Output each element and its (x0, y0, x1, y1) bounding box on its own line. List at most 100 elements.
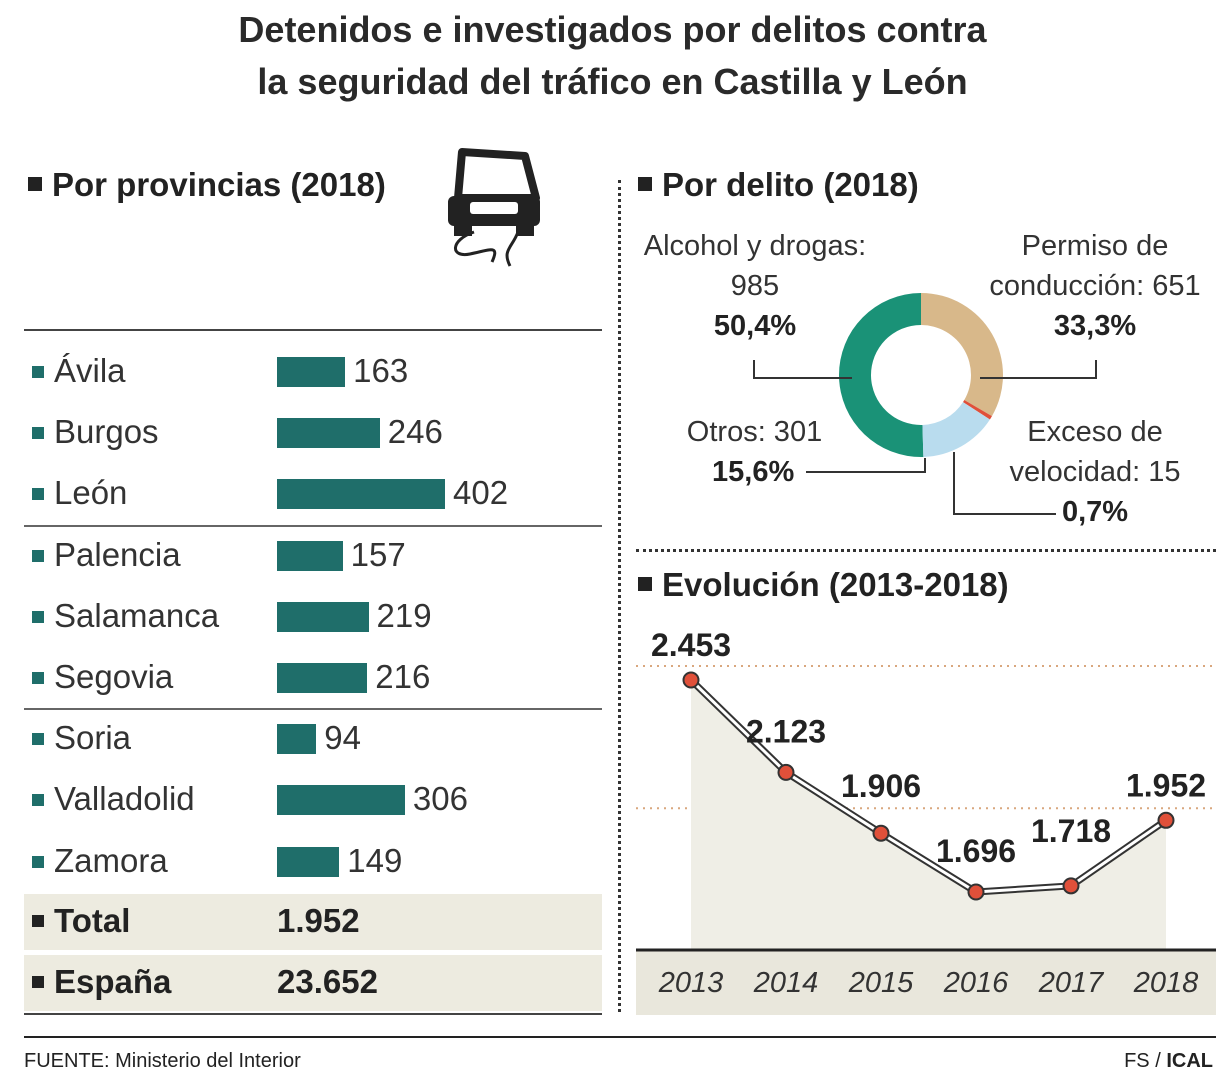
evolucion-line-chart: 2.453 2013 2.123 2014 1.906 2015 1.696 2016 1.71… (636, 627, 1216, 1015)
provincias-group-rule-2 (24, 708, 602, 710)
otros-label-pct: 15,6% (712, 456, 795, 488)
prov-row-8: Zamora 149 (24, 830, 602, 891)
prov-bar (277, 418, 380, 449)
alcohol-label-value: 985 (730, 270, 780, 302)
data-point-2016 (967, 883, 985, 901)
prov-value: 306 (412, 780, 468, 818)
prov-bar (277, 540, 343, 571)
credit-sep: / (1155, 1050, 1161, 1072)
prov-value: 219 (376, 596, 432, 634)
prov-bar (277, 663, 368, 693)
data-label-2018: 1.952 (1126, 767, 1206, 803)
prov-value: 94 (324, 719, 361, 757)
source-text: Ministerio del Interior (115, 1050, 301, 1072)
x-tick-2013: 2013 (658, 967, 724, 999)
chart-title-line-2: la seguridad del tráfico en Castilla y L… (257, 61, 968, 102)
data-point-2013 (682, 671, 700, 689)
car-skid-icon (448, 148, 540, 267)
x-tick-2016: 2016 (943, 967, 1009, 999)
prov-row-5: Segovia 216 (24, 646, 602, 707)
prov-bar (277, 357, 346, 387)
data-label-2014: 2.123 (746, 713, 826, 749)
data-point-2015 (872, 824, 890, 842)
prov-row-3: Palencia 157 (24, 524, 602, 585)
evolucion-heading: Evolución (2013-2018) (638, 566, 1009, 604)
prov-bar (277, 601, 369, 632)
footer-credit: FS / ICAL (1124, 1050, 1213, 1073)
prov-row-7: Valladolid 306 (24, 768, 602, 829)
evolucion-heading-text: Evolución (2013-2018) (662, 566, 1009, 603)
prov-name: Zamora (54, 841, 168, 879)
data-label-2016: 1.696 (936, 833, 1016, 869)
x-tick-2017: 2017 (1038, 967, 1105, 999)
prov-square-icon (32, 672, 44, 684)
data-point-2018 (1157, 811, 1175, 829)
alcohol-label-pct: 50,4% (713, 310, 797, 342)
prov-square-icon (32, 549, 44, 562)
total-square-icon (32, 915, 44, 927)
espana-row: España 23.652 (24, 955, 602, 1011)
donut-slice-permiso (921, 293, 1003, 417)
delito-donut-chart (753, 293, 1097, 515)
prov-value: 216 (375, 658, 431, 695)
data-label-2013: 2.453 (651, 627, 731, 663)
chart-title-line-1: Detenidos e investigados por delitos con… (238, 9, 987, 50)
prov-name: Salamanca (54, 596, 220, 634)
prov-name: León (54, 474, 128, 512)
prov-row-0: Ávila 163 (24, 340, 602, 401)
velocidad-label-line2: velocidad: 15 (1009, 456, 1181, 488)
right-divider (636, 549, 1216, 552)
espana-square-icon (32, 976, 44, 988)
prov-row-1: Burgos 246 (24, 401, 602, 462)
prov-square-icon (32, 855, 44, 868)
column-divider (618, 180, 621, 1012)
source-label: FUENTE: (24, 1050, 110, 1072)
total-row: Total 1.952 (24, 894, 602, 950)
velocidad-label: Exceso de velocidad: 15 0,7% (1000, 412, 1190, 532)
velocidad-label-pct: 0,7% (1061, 496, 1129, 528)
line-area (691, 680, 1166, 950)
total-value: 1.952 (277, 902, 360, 939)
otros-label: Otros: 301 15,6% (672, 412, 837, 492)
leader-otros (806, 458, 926, 473)
x-tick-2014: 2014 (753, 967, 819, 999)
otros-label-line1: Otros: 301 (686, 416, 823, 448)
permiso-label-pct: 33,3% (1053, 310, 1137, 342)
prov-square-icon (32, 794, 44, 807)
espana-value: 23.652 (277, 963, 378, 1000)
prov-row-6: Soria 94 (24, 707, 602, 768)
permiso-label-line2: conducción: 651 (989, 270, 1201, 302)
total-separator (24, 950, 602, 953)
provincias-group-rule-1 (24, 525, 602, 527)
donut-slice-alcohol (838, 293, 924, 457)
prov-square-icon (32, 427, 44, 440)
prov-name: Burgos (54, 413, 159, 451)
permiso-label-line1: Permiso de (1021, 230, 1169, 262)
prov-bar (277, 479, 445, 510)
provincias-heading: Por provincias (2018) (28, 166, 386, 204)
credit-b: ICAL (1166, 1050, 1213, 1072)
prov-name: Valladolid (54, 780, 195, 818)
delito-heading: Por delito (2018) (638, 166, 919, 204)
espana-label: España (54, 963, 172, 1000)
prov-square-icon (32, 488, 44, 501)
provincias-bottom-rule (24, 1013, 602, 1015)
provincias-heading-text: Por provincias (2018) (52, 166, 386, 203)
prov-square-icon (32, 366, 44, 378)
delito-heading-text: Por delito (2018) (662, 166, 919, 203)
alcohol-label: Alcohol y drogas: 985 50,4% (640, 226, 870, 346)
prov-square-icon (32, 733, 44, 746)
total-label: Total (54, 902, 131, 939)
data-label-2017: 1.718 (1031, 813, 1111, 849)
leader-velocidad (953, 452, 1056, 515)
donut-slice-otros (922, 402, 990, 457)
donut-slice-velocidad (963, 400, 992, 420)
prov-square-icon (32, 610, 44, 623)
footer-rule (24, 1036, 1216, 1038)
prov-value: 157 (350, 535, 406, 573)
prov-name: Palencia (54, 535, 181, 573)
prov-bar (277, 846, 340, 877)
provincias-top-rule (24, 329, 602, 331)
prov-bar (277, 724, 317, 755)
data-point-2017 (1062, 877, 1080, 895)
